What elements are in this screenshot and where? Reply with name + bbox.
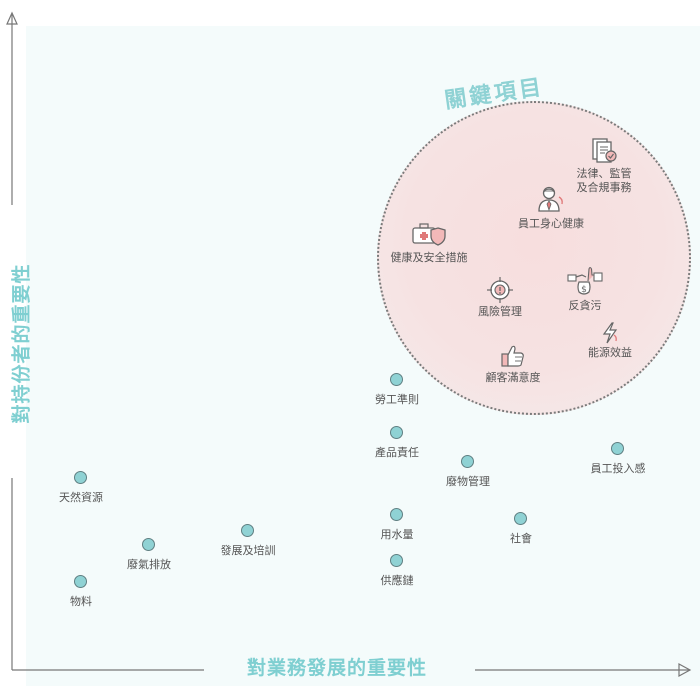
key-issue-label: 法律、監管 及合規事務 — [577, 167, 632, 195]
key-issue-label: 能源效益 — [588, 347, 632, 359]
y-axis-title: 對持份者的重要性 — [11, 263, 33, 424]
key-issue-label: 風險管理 — [478, 306, 522, 318]
issue-dot — [74, 471, 87, 484]
issue-dot — [461, 455, 474, 468]
lightning-icon — [600, 322, 620, 344]
issue-dot — [390, 554, 403, 567]
x-axis-arrow-icon — [678, 662, 692, 678]
issue-dot — [74, 575, 87, 588]
document-check-icon — [589, 138, 619, 164]
issue-label: 物料 — [70, 596, 92, 608]
y-axis-arrow-icon — [6, 11, 18, 25]
issue-label: 發展及培訓 — [220, 545, 276, 557]
issue-label: 員工投入感 — [590, 463, 646, 475]
issue-dot — [390, 426, 403, 439]
issue-dot — [241, 524, 254, 537]
first-aid-shield-icon — [411, 222, 447, 246]
issue-label: 產品責任 — [375, 447, 419, 459]
issue-label: 廢氣排放 — [127, 559, 171, 571]
svg-text:$: $ — [581, 285, 587, 295]
issue-label: 天然資源 — [59, 492, 103, 504]
key-issue-label: 顧客滿意度 — [485, 372, 541, 384]
anti-bribery-icon: $ — [566, 265, 604, 297]
key-issue-label: 反貪污 — [568, 300, 602, 312]
issue-dot — [611, 442, 624, 455]
employee-icon — [536, 185, 566, 213]
key-issue-label-line: 法律、監管 — [576, 168, 632, 180]
issue-label: 供應鏈 — [380, 575, 414, 587]
key-issue-label-line: 及合規事務 — [576, 182, 632, 194]
key-issues-circle — [377, 101, 691, 415]
issue-dot — [142, 538, 155, 551]
risk-target-icon — [486, 276, 514, 304]
issue-label: 勞工準則 — [375, 394, 419, 406]
issue-label: 用水量 — [380, 529, 414, 541]
key-issue-label: 健康及安全措施 — [390, 252, 468, 264]
issue-label: 社會 — [510, 533, 532, 545]
issue-dot — [390, 508, 403, 521]
x-axis-title: 對業務發展的重要性 — [247, 658, 428, 679]
thumbs-up-icon — [500, 344, 526, 368]
issue-dot — [514, 512, 527, 525]
key-issue-label: 員工身心健康 — [518, 218, 584, 230]
issue-dot — [390, 373, 403, 386]
issue-label: 廢物管理 — [446, 476, 490, 488]
